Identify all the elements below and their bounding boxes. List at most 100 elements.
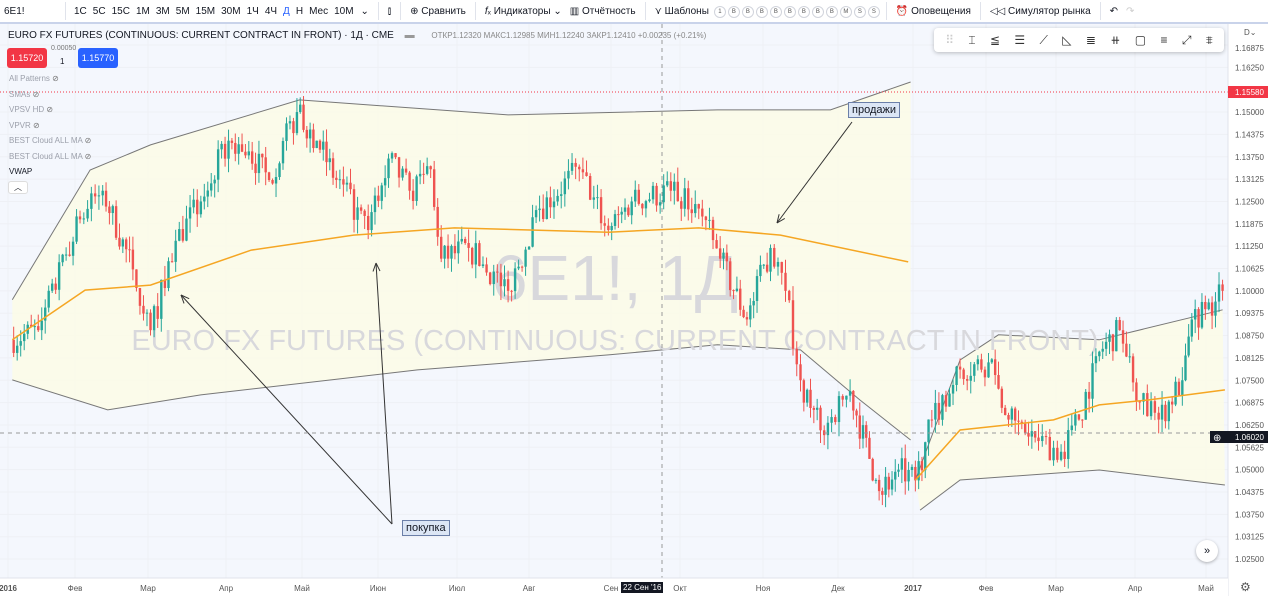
indicator-label: VPSV HD <box>9 105 45 114</box>
reports-button[interactable]: ▥ Отчётность <box>566 6 640 17</box>
candle-pattern-icon[interactable]: ⧺ <box>1110 33 1121 47</box>
price-range-icon[interactable]: ⌶ <box>968 32 976 47</box>
candle-body <box>718 248 722 259</box>
shortcut-circle[interactable]: B <box>783 6 796 18</box>
scroll-to-latest-button[interactable]: » <box>1196 540 1218 562</box>
eye-hidden-icon[interactable]: ⊘ <box>44 105 54 114</box>
interval-6[interactable]: 15М <box>195 6 216 17</box>
candle-body <box>773 247 776 267</box>
candle-body <box>167 261 170 289</box>
interval-3[interactable]: 1М <box>135 6 150 17</box>
indicator-item[interactable]: BEST Cloud ALL MA ⊘ <box>9 152 91 161</box>
candle-body <box>708 219 711 221</box>
redo-icon[interactable]: ↷ <box>1126 5 1135 17</box>
undo-icon[interactable]: ↶ <box>1109 5 1119 17</box>
candle-body <box>443 245 446 259</box>
triangle-icon[interactable]: ◺ <box>1062 33 1072 47</box>
interval-13[interactable]: 10М <box>334 6 354 17</box>
interval-4[interactable]: 3М <box>155 6 170 17</box>
candle-body <box>1153 401 1157 413</box>
indicators-button[interactable]: fₓ Индикаторы ⌄ <box>484 5 562 17</box>
indicator-item[interactable]: VPSV HD ⊘ <box>9 105 53 114</box>
price-axis <box>1228 24 1268 596</box>
candle-body <box>673 181 676 191</box>
minimize-icon[interactable]: ▬ <box>404 30 415 41</box>
interval-2[interactable]: 15С <box>111 6 130 17</box>
interval-5[interactable]: 5М <box>175 6 190 17</box>
interval-12[interactable]: Мес <box>309 6 329 17</box>
shortcut-circle[interactable]: S <box>853 6 866 18</box>
compare-button[interactable]: ⊕ Сравнить <box>406 6 470 17</box>
eye-hidden-icon[interactable]: ⊘ <box>82 151 92 161</box>
shortcut-circle[interactable]: 1 <box>713 6 726 18</box>
symbol-search[interactable]: 6E1! <box>4 5 25 17</box>
parallel-channel-icon[interactable]: ≦ <box>989 33 1000 47</box>
trend-line-icon[interactable]: ⟋ <box>1039 32 1048 47</box>
candle-body <box>322 141 325 150</box>
chevron-down-icon[interactable]: ⌄ <box>360 5 369 17</box>
settings-gear-icon[interactable]: ⚙ <box>1240 580 1251 594</box>
time-tick: Дек <box>831 584 845 593</box>
candle-body <box>267 172 271 180</box>
annotation-sell[interactable]: продажи <box>848 102 900 118</box>
interval-9[interactable]: 4Ч <box>264 6 278 17</box>
interval-11[interactable]: Н <box>295 6 304 17</box>
candle-body <box>637 189 641 204</box>
candle-body <box>257 153 261 174</box>
currency-dropdown[interactable]: D⌄ <box>1244 28 1256 37</box>
indicator-item[interactable]: All Patterns ⊘ <box>9 74 59 83</box>
time-tick: Фев <box>979 584 994 593</box>
shortcut-circle[interactable]: S <box>867 6 880 18</box>
eye-hidden-icon[interactable]: ⊘ <box>30 89 40 99</box>
indicator-item[interactable]: BEST Cloud ALL MA ⊘ <box>9 136 91 145</box>
lines-icon[interactable]: ☰ <box>1014 33 1026 47</box>
indicator-item[interactable]: VPVR ⊘ <box>9 121 40 130</box>
candle-body <box>927 419 930 443</box>
buy-arrow-1-head <box>180 294 190 300</box>
collapse-legend-button[interactable]: ︿ <box>8 181 28 194</box>
candle-body <box>900 458 904 470</box>
quantity-value[interactable]: 1 <box>60 57 65 66</box>
projection-icon[interactable]: ⩨ <box>1205 32 1213 47</box>
candle-body <box>366 215 370 231</box>
eye-hidden-icon[interactable]: ⊘ <box>30 120 40 130</box>
interval-0[interactable]: 1С <box>74 6 87 17</box>
templates-button[interactable]: ⋎ Шаблоны <box>651 6 713 17</box>
drag-handle-icon[interactable]: ⠿ <box>945 33 954 47</box>
price-chart[interactable]: 6E1!, 1Д EURO FX FUTURES (CONTINUOUS: CUR… <box>0 24 1268 596</box>
shortcut-circle[interactable]: B <box>811 6 824 18</box>
fib-icon[interactable]: ≣ <box>1085 33 1096 47</box>
candle-type-icon[interactable]: ⫾ <box>387 5 392 17</box>
annotation-buy[interactable]: покупка <box>402 520 450 536</box>
indicator-item[interactable]: SMAs ⊘ <box>9 90 39 99</box>
eye-hidden-icon[interactable]: ⊘ <box>82 136 92 145</box>
shortcut-circle[interactable]: B <box>797 6 810 18</box>
rectangle-icon[interactable]: ▢ <box>1134 33 1147 47</box>
sell-button[interactable]: 1.15720 <box>7 48 47 68</box>
candle-body <box>210 183 213 191</box>
candle-body <box>1030 431 1034 437</box>
candle-body <box>739 288 742 310</box>
candle-body <box>104 190 108 207</box>
indicator-label: SMAs <box>9 89 31 99</box>
shortcut-circle[interactable]: B <box>741 6 754 18</box>
candle-body <box>213 179 216 184</box>
shortcut-circle[interactable]: B <box>825 6 838 18</box>
levels-icon[interactable]: ≡ <box>1160 33 1168 47</box>
indicator-item[interactable]: VWAP <box>9 167 32 176</box>
price-tick: 1.10000 <box>1235 287 1264 296</box>
shortcut-circle[interactable]: B <box>769 6 782 18</box>
price-tick: 1.06250 <box>1235 421 1264 430</box>
shortcut-circle[interactable]: B <box>727 6 740 18</box>
interval-10[interactable]: Д <box>283 6 290 17</box>
alerts-button[interactable]: ⏰ Оповещения <box>892 6 975 17</box>
buy-button[interactable]: 1.15770 <box>78 48 118 68</box>
shortcut-circle[interactable]: M <box>839 6 852 18</box>
shortcut-circle[interactable]: B <box>755 6 768 18</box>
path-icon[interactable]: ⤢ <box>1181 32 1192 47</box>
replay-button[interactable]: ◁◁ Симулятор рынка <box>986 6 1095 17</box>
interval-8[interactable]: 1Ч <box>246 6 259 17</box>
eye-hidden-icon[interactable]: ⊘ <box>49 74 59 83</box>
interval-1[interactable]: 5С <box>92 6 106 17</box>
interval-7[interactable]: 30М <box>221 6 241 17</box>
